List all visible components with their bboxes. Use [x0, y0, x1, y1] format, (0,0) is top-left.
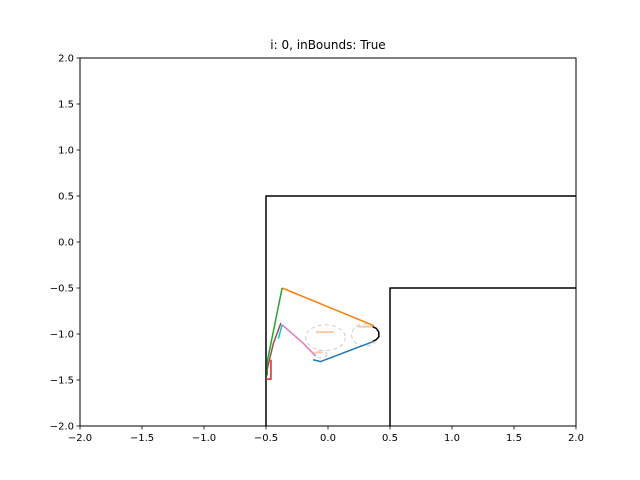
y-tick-label-4: 0.0: [58, 238, 74, 249]
x-tick-label-6: 1.0: [444, 433, 460, 444]
x-tick-label-3: −0.5: [254, 433, 278, 444]
y-tick-label-7: 1.5: [58, 100, 74, 111]
x-tick-label-7: 1.5: [506, 433, 522, 444]
y-tick-label-1: −1.5: [50, 376, 74, 387]
x-tick-label-4: 0.0: [320, 433, 336, 444]
series-line-1: [389, 287, 576, 426]
x-tick-label-1: −1.5: [130, 433, 154, 444]
y-tick-label-5: 0.5: [58, 192, 74, 203]
series-line-6: [281, 324, 317, 357]
y-tick-label-2: −1.0: [50, 330, 74, 341]
y-tick-label-3: −0.5: [50, 284, 74, 295]
series-line-5: [312, 340, 375, 363]
x-tick-label-8: 2.0: [568, 433, 584, 444]
axes-frame: [79, 57, 577, 427]
plot-area: [265, 195, 576, 426]
series-line-3: [281, 287, 375, 327]
series-line-2: [372, 325, 380, 343]
chart-title: i: 0, inBounds: True: [270, 38, 385, 52]
y-tick-label-8: 2.0: [58, 54, 74, 65]
series-line-0: [265, 195, 576, 426]
series-line-7: [266, 322, 282, 370]
dashed-ellipse-0: [305, 324, 346, 352]
series-line-8: [266, 359, 272, 380]
x-tick-label-5: 0.5: [382, 433, 398, 444]
x-tick-label-0: −2.0: [68, 433, 92, 444]
y-tick-label-6: 1.0: [58, 146, 74, 157]
axis-ticks: −2.0 −1.5 −1.0 −0.5 0.0 0.5 1.0 1.5 2.0 −2.0 −1.5 −…: [50, 54, 584, 445]
series-line-9: [277, 324, 283, 339]
x-tick-label-2: −1.0: [192, 433, 216, 444]
y-tick-label-0: −2.0: [50, 422, 74, 433]
series-line-4: [266, 287, 283, 376]
